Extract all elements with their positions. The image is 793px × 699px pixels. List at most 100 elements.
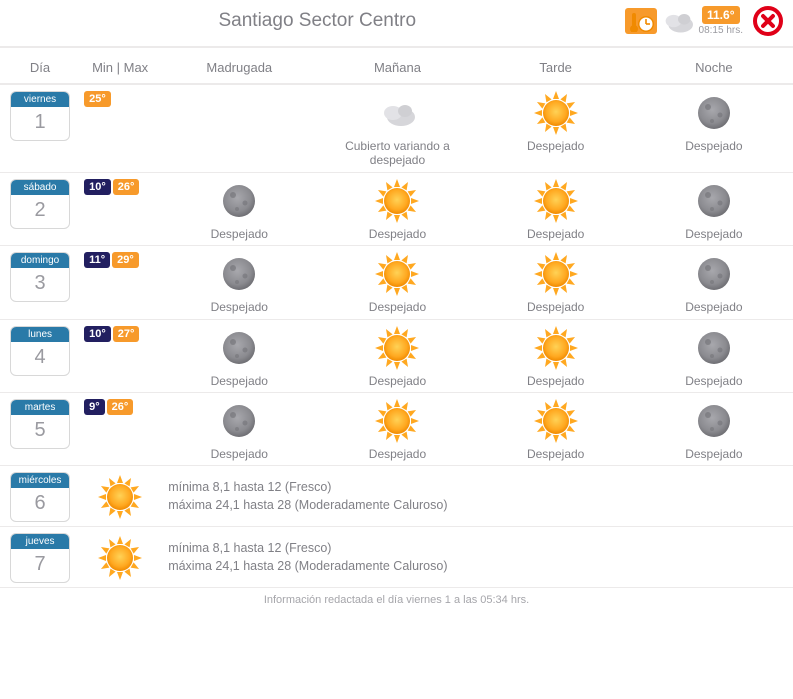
day-chip[interactable]: viernes1 [10, 91, 70, 141]
col-minmax: Min | Max [80, 48, 160, 84]
forecast-icon-wrap [692, 179, 736, 223]
summary-line2: máxima 24,1 hasta 28 (Moderadamente Calu… [168, 557, 785, 576]
sun-icon [375, 326, 419, 370]
forecast-icon-wrap [534, 252, 578, 296]
forecast-cell: Despejado [477, 319, 635, 392]
day-cell: viernes1 [0, 84, 80, 172]
summary-icon-cell [80, 466, 160, 527]
sun-icon [534, 399, 578, 443]
day-cell: miércoles6 [0, 466, 80, 527]
day-cell: sábado2 [0, 172, 80, 245]
forecast-label: Despejado [481, 300, 631, 314]
day-cell: jueves7 [0, 527, 80, 588]
forecast-cell: Despejado [160, 172, 318, 245]
forecast-label: Despejado [322, 227, 472, 241]
sun-icon [98, 536, 142, 580]
temp-min-chip: 9° [84, 399, 105, 415]
col-madrugada: Madrugada [160, 48, 318, 84]
page-title: Santiago Sector Centro [219, 10, 417, 31]
cloud-icon [663, 9, 693, 33]
table-header-row: Día Min | Max Madrugada Mañana Tarde Noc… [0, 48, 793, 84]
table-row: martes59°26°DespejadoDespejadoDespejadoD… [0, 392, 793, 465]
forecast-label: Despejado [481, 139, 631, 153]
day-chip-weekday: sábado [11, 180, 69, 195]
summary-text-cell: mínima 8,1 hasta 12 (Fresco)máxima 24,1 … [160, 527, 793, 588]
day-chip-number: 7 [11, 549, 69, 582]
forecast-icon-wrap [534, 91, 578, 135]
forecast-label: Despejado [481, 447, 631, 461]
cloud-icon [375, 91, 419, 135]
forecast-label: Despejado [164, 300, 314, 314]
forecast-label: Despejado [164, 447, 314, 461]
current-weather-icon [663, 9, 693, 33]
forecast-icon-wrap [534, 179, 578, 223]
forecast-label: Cubierto variando a despejado [322, 139, 472, 168]
sun-icon [534, 252, 578, 296]
day-chip-number: 3 [11, 268, 69, 301]
day-chip-number: 5 [11, 415, 69, 448]
temp-max-chip: 26° [113, 179, 140, 195]
sun-icon [534, 179, 578, 223]
sun-icon [375, 399, 419, 443]
minmax-wrap: 11°29° [84, 252, 156, 268]
summary-line1: mínima 8,1 hasta 12 (Fresco) [168, 478, 785, 497]
thermo-clock-badge [625, 8, 657, 34]
moon-icon [217, 399, 261, 443]
minmax-wrap: 9°26° [84, 399, 156, 415]
forecast-icon-wrap [375, 252, 419, 296]
forecast-label: Despejado [164, 227, 314, 241]
moon-icon [217, 179, 261, 223]
forecast-label: Despejado [322, 447, 472, 461]
forecast-cell: Despejado [477, 172, 635, 245]
minmax-wrap: 10°26° [84, 179, 156, 195]
day-chip[interactable]: jueves7 [10, 533, 70, 583]
forecast-cell: Despejado [477, 84, 635, 172]
forecast-label: Despejado [639, 374, 789, 388]
day-chip[interactable]: sábado2 [10, 179, 70, 229]
forecast-icon-wrap [692, 326, 736, 370]
forecast-label: Despejado [639, 300, 789, 314]
moon-icon [692, 179, 736, 223]
minmax-cell: 10°26° [80, 172, 160, 245]
temp-max-chip: 27° [113, 326, 140, 342]
thermo-clock-icon [628, 10, 654, 32]
col-manana: Mañana [318, 48, 476, 84]
day-chip[interactable]: domingo3 [10, 252, 70, 302]
forecast-cell: Despejado [160, 319, 318, 392]
sun-icon [375, 179, 419, 223]
table-row: lunes410°27°DespejadoDespejadoDespejadoD… [0, 319, 793, 392]
day-chip-number: 6 [11, 488, 69, 521]
moon-icon [217, 326, 261, 370]
forecast-icon-wrap [375, 399, 419, 443]
day-chip[interactable]: martes5 [10, 399, 70, 449]
summary-line2: máxima 24,1 hasta 28 (Moderadamente Calu… [168, 496, 785, 515]
day-chip[interactable]: miércoles6 [10, 472, 70, 522]
day-cell: martes5 [0, 392, 80, 465]
day-chip-number: 1 [11, 107, 69, 140]
temp-min-chip: 10° [84, 179, 111, 195]
temp-min-chip: 10° [84, 326, 111, 342]
temp-max-chip: 25° [84, 91, 111, 107]
close-button[interactable] [753, 6, 783, 36]
forecast-cell: Cubierto variando a despejado [318, 84, 476, 172]
day-chip[interactable]: lunes4 [10, 326, 70, 376]
current-time: 08:15 hrs. [699, 25, 743, 36]
footnote: Información redactada el día viernes 1 a… [0, 588, 793, 616]
day-chip-number: 2 [11, 195, 69, 228]
forecast-cell: Despejado [477, 246, 635, 319]
minmax-wrap: 10°27° [84, 326, 156, 342]
minmax-cell: 11°29° [80, 246, 160, 319]
moon-icon [692, 326, 736, 370]
forecast-icon-wrap [217, 326, 261, 370]
forecast-label: Despejado [322, 374, 472, 388]
forecast-icon-wrap [217, 179, 261, 223]
col-dia: Día [0, 48, 80, 84]
forecast-cell: Despejado [160, 246, 318, 319]
col-noche: Noche [635, 48, 793, 84]
forecast-icon-wrap [692, 399, 736, 443]
table-row: sábado2 10°26° Despejado Despejado Despejado… [0, 172, 793, 245]
minmax-cell: 25° [80, 84, 160, 172]
forecast-icon-wrap [375, 326, 419, 370]
table-row: viernes1 25° Cubierto variando a despejado… [0, 84, 793, 172]
forecast-cell: Despejado [635, 246, 793, 319]
